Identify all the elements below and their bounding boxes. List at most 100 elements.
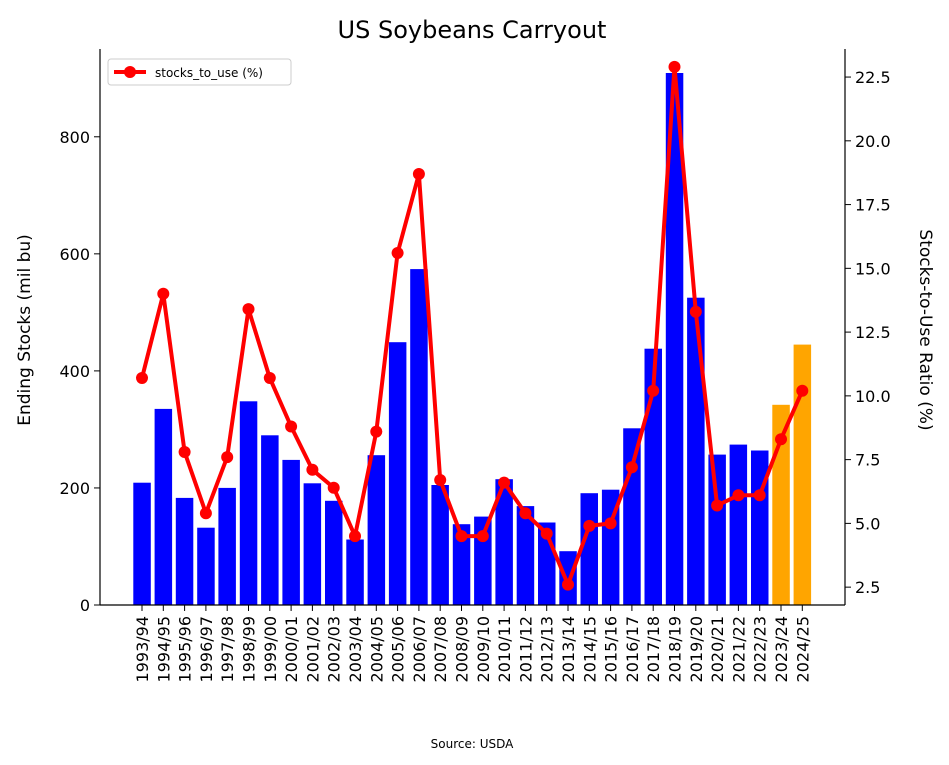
x-tick-label: 2015/16 — [602, 616, 621, 682]
x-tick-label: 2002/03 — [325, 616, 344, 682]
x-tick-label: 2019/20 — [687, 616, 706, 682]
stocks-to-use-point — [562, 578, 574, 591]
bar — [410, 269, 428, 605]
stocks-to-use-point — [519, 507, 532, 520]
x-tick-label: 2013/14 — [559, 616, 578, 682]
axes-group — [99, 49, 846, 606]
y2-tick-label: 22.5 — [855, 68, 891, 87]
stocks-to-use-point — [796, 384, 809, 397]
stocks-to-use-point — [412, 168, 425, 180]
bar — [623, 428, 641, 605]
y-tick-label: 600 — [59, 245, 90, 264]
legend: stocks_to_use (%) — [107, 58, 292, 86]
stocks-to-use-point — [604, 517, 617, 530]
bar — [687, 297, 705, 605]
y-tick-label: 400 — [59, 362, 90, 381]
stocks-to-use-point — [711, 499, 724, 512]
x-tick-label: 2016/17 — [623, 616, 642, 682]
bar — [367, 455, 386, 605]
bar — [665, 73, 684, 605]
stocks-to-use-point — [327, 481, 340, 494]
ticks-group: 0 200 400 600 800 2.5 5.0 7.5 10.0 12.5 15.0 17.5 20… — [59, 68, 890, 682]
x-tick-label: 1997/98 — [218, 616, 237, 682]
x-tick-label: 2010/11 — [495, 616, 514, 682]
bar — [708, 454, 726, 605]
x-tick-label: 2021/22 — [729, 616, 748, 682]
x-tick-label: 2023/24 — [772, 616, 791, 682]
bar — [303, 483, 322, 605]
x-tick-label: 2005/06 — [389, 616, 408, 682]
stocks-to-use-point — [753, 489, 766, 502]
stocks-to-use-point — [540, 527, 553, 540]
stocks-to-use-point — [647, 384, 660, 397]
y2-tick-label: 17.5 — [855, 196, 891, 215]
x-tick-label: 1998/99 — [240, 616, 259, 682]
bar — [601, 489, 620, 605]
x-tick-label: 2000/01 — [282, 616, 301, 682]
stocks-to-use-point — [157, 287, 170, 300]
bar — [197, 527, 215, 605]
stocks-to-use-line-group — [136, 60, 809, 591]
bar — [793, 344, 812, 605]
bar — [388, 342, 407, 605]
y-tick-label: 200 — [59, 479, 90, 498]
x-tick-label: 1996/97 — [197, 616, 216, 682]
bar — [325, 500, 343, 605]
stocks-to-use-point — [455, 530, 468, 543]
stocks-to-use-point — [498, 476, 511, 489]
stocks-to-use-line — [140, 64, 805, 587]
y-tick-label: 0 — [80, 596, 90, 615]
x-tick-label: 1995/96 — [176, 616, 195, 682]
stocks-to-use-point — [349, 530, 361, 543]
legend-label: stocks_to_use (%) — [155, 66, 263, 80]
stocks-to-use-point — [434, 474, 447, 486]
stocks-to-use-point — [178, 446, 191, 458]
stocks-to-use-point — [263, 372, 276, 384]
y2-tick-label: 5.0 — [855, 514, 880, 533]
x-tick-label: 2024/25 — [793, 616, 812, 682]
y-tick-label: 800 — [59, 128, 90, 147]
legend-box — [107, 58, 292, 86]
x-tick-label: 2012/13 — [538, 616, 557, 682]
bars-group — [133, 73, 812, 605]
chart-title: US Soybeans Carryout — [338, 16, 607, 44]
y2-tick-label: 12.5 — [855, 323, 891, 342]
y2-tick-label: 7.5 — [855, 451, 880, 470]
y2-tick-label: 15.0 — [855, 259, 891, 278]
bar — [729, 444, 748, 605]
bar — [154, 408, 173, 605]
bar — [282, 459, 300, 605]
x-tick-label: 2003/04 — [346, 616, 365, 682]
stocks-to-use-point — [732, 489, 745, 502]
stocks-to-use-point — [306, 463, 319, 476]
x-tick-label: 1994/95 — [154, 616, 173, 682]
stocks-to-use-point — [136, 372, 148, 384]
legend-marker-swatch — [124, 66, 136, 78]
stocks-to-use-point — [625, 461, 638, 474]
bar — [175, 497, 194, 605]
stocks-to-use-point — [583, 519, 596, 532]
stocks-to-use-point — [775, 433, 787, 446]
bar — [516, 506, 535, 605]
x-tick-label: 2006/07 — [410, 616, 429, 682]
x-tick-label: 2020/21 — [708, 616, 727, 682]
bar — [452, 524, 471, 605]
stocks-to-use-point — [668, 60, 681, 73]
stocks-to-use-point — [285, 420, 298, 433]
x-tick-label: 2001/02 — [303, 616, 322, 682]
bar — [580, 493, 598, 605]
bar — [239, 401, 258, 605]
source-note: Source: USDA — [431, 737, 515, 751]
y2-tick-label: 20.0 — [855, 132, 891, 151]
y2-tick-label: 2.5 — [855, 578, 880, 597]
bar — [474, 516, 492, 605]
bar — [133, 482, 151, 605]
y2-tick-label: 10.0 — [855, 387, 891, 406]
stocks-to-use-point — [689, 305, 702, 318]
bar — [559, 551, 577, 605]
stocks-to-use-point — [476, 530, 489, 543]
bar — [431, 485, 449, 605]
stocks-to-use-point — [199, 507, 212, 520]
bar — [346, 539, 364, 605]
